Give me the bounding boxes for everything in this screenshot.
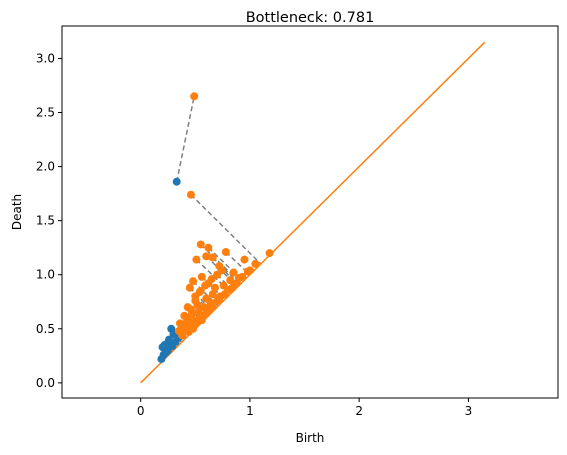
series-2-point	[182, 313, 191, 322]
x-tick-label: 0	[137, 404, 145, 418]
series-2-point	[191, 296, 200, 305]
y-ticks: 0.0 0.5 1.0 1.5 2.0 2.5 3.0	[36, 51, 62, 390]
series-1-point	[165, 335, 174, 344]
series-2-point	[210, 283, 219, 292]
x-tick-label: 2	[355, 404, 363, 418]
series-2-point	[204, 243, 213, 252]
series-2-point	[195, 288, 204, 297]
y-tick-label: 1.0	[36, 268, 55, 282]
series-2-point	[197, 272, 206, 281]
series-1-point	[157, 355, 166, 364]
series-2-point	[217, 266, 226, 275]
series-2-point	[245, 266, 254, 275]
series-2-point	[229, 268, 238, 277]
matching-line	[190, 194, 262, 265]
y-tick-label: 1.5	[36, 214, 55, 228]
plot-frame	[61, 25, 559, 399]
y-tick-label: 2.0	[36, 160, 55, 174]
series-2-point	[201, 281, 210, 290]
series-2-point	[189, 324, 198, 333]
series-2-point	[202, 252, 211, 261]
x-axis-label: Birth	[296, 431, 325, 445]
series-1-point	[172, 177, 181, 186]
y-tick-label: 0.0	[36, 376, 55, 390]
series-1-point	[168, 342, 177, 351]
x-ticks: 0 1 2 3	[137, 398, 472, 418]
series-2-point	[186, 305, 195, 314]
series-2-point	[220, 290, 229, 299]
series-2-point	[215, 294, 224, 303]
series-1-point	[161, 348, 170, 357]
series-2-point	[208, 290, 217, 299]
series-2-point	[208, 253, 217, 262]
series-2-point	[240, 255, 249, 264]
series-2-point	[196, 240, 205, 249]
series-2-point	[208, 303, 217, 312]
y-tick-label: 2.5	[36, 106, 55, 120]
series-2-point	[175, 319, 184, 328]
series-2-point	[265, 249, 274, 258]
series-2-point	[193, 318, 202, 327]
series-2-point	[221, 248, 230, 257]
points-layer	[157, 92, 274, 364]
matching-line	[192, 280, 219, 307]
x-tick-label: 3	[465, 404, 473, 418]
x-tick-label: 1	[246, 404, 254, 418]
series-2-point	[232, 279, 241, 288]
y-tick-label: 3.0	[36, 51, 55, 65]
series-2-point	[190, 92, 199, 101]
y-axis-label: Death	[10, 194, 24, 230]
series-2-point	[238, 272, 247, 281]
series-2-point	[178, 331, 187, 340]
series-2-point	[185, 283, 194, 292]
matching-line	[175, 96, 195, 182]
chart-title: Bottleneck: 0.781	[246, 10, 375, 26]
series-2-point	[198, 311, 207, 320]
series-2-point	[251, 259, 260, 268]
series-2-point	[207, 275, 216, 284]
series-2-point	[189, 277, 198, 286]
y-tick-label: 0.5	[36, 322, 55, 336]
series-2-point	[186, 190, 195, 199]
series-2-point	[192, 255, 201, 264]
